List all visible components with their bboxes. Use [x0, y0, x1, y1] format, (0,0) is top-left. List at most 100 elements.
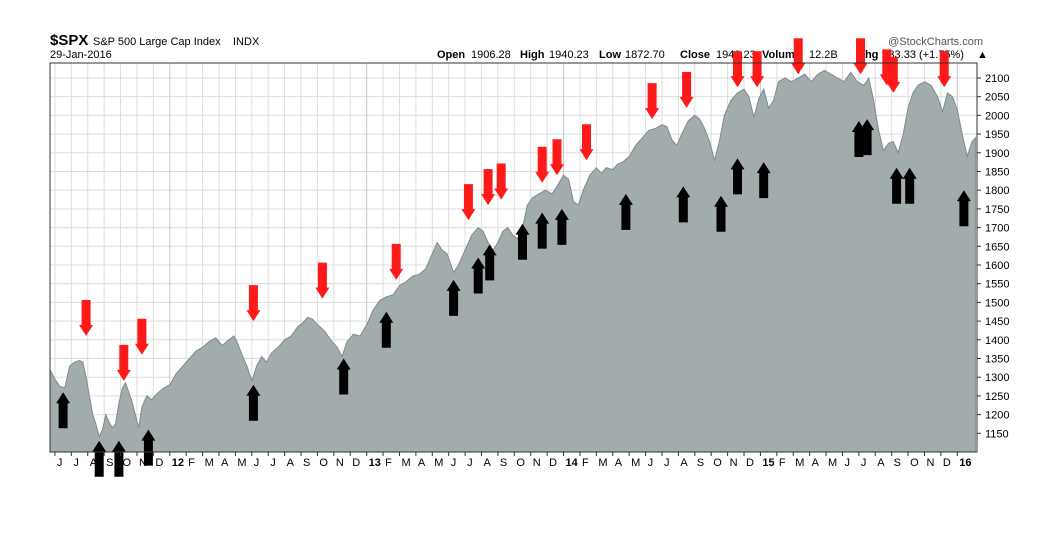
black-up-arrow	[554, 208, 569, 245]
x-tick-label-month: F	[385, 457, 392, 469]
x-tick-label-month: O	[319, 457, 328, 469]
x-tick-label-month: N	[533, 457, 541, 469]
y-tick-label: 1550	[985, 279, 1009, 291]
y-tick-label: 1900	[985, 148, 1009, 160]
x-tick-label-month: O	[910, 457, 919, 469]
red-down-arrow	[134, 318, 149, 355]
red-down-arrow	[389, 243, 404, 280]
black-up-arrow	[446, 279, 461, 316]
x-tick-label-month: M	[598, 457, 607, 469]
y-tick-label: 1400	[985, 335, 1009, 347]
red-down-arrow	[645, 83, 660, 120]
black-up-arrow	[379, 311, 394, 348]
stat-close-label: Close	[680, 49, 710, 61]
red-down-arrow	[315, 262, 330, 299]
x-tick-label-month: F	[779, 457, 786, 469]
y-tick-label: 1300	[985, 372, 1009, 384]
y-tick-label: 1250	[985, 391, 1009, 403]
x-tick-label-month: N	[139, 457, 147, 469]
spx-price-area	[49, 69, 976, 453]
x-tick-label-year: 13	[369, 457, 381, 469]
red-down-arrow	[886, 56, 901, 93]
stat-volume-value: 12.2B	[809, 49, 838, 61]
red-down-arrow	[79, 300, 94, 336]
black-up-arrow	[889, 167, 904, 204]
ohlc-stats: Open 1906.28 High 1940.23 Low 1872.70 Cl…	[437, 49, 988, 61]
y-tick-label: 2000	[985, 110, 1009, 122]
x-tick-label-month: S	[697, 457, 704, 469]
x-tick-label-month: D	[155, 457, 163, 469]
black-up-arrow	[618, 193, 633, 230]
red-down-arrow	[116, 344, 131, 381]
x-tick-label-month: S	[500, 457, 507, 469]
red-down-arrow	[579, 124, 594, 161]
x-tick-label-month: M	[401, 457, 410, 469]
red-down-arrow	[481, 169, 496, 206]
x-tick-label-month: S	[303, 457, 310, 469]
stat-high-label: High	[520, 49, 545, 61]
red-down-arrow	[791, 38, 806, 75]
black-up-arrow	[756, 162, 771, 199]
y-tick-label: 1850	[985, 166, 1009, 178]
black-up-arrow	[860, 119, 875, 156]
x-tick-label-month: S	[894, 457, 901, 469]
x-tick-label-year: 15	[762, 457, 774, 469]
black-up-arrow	[336, 358, 351, 395]
stat-chg-up-marker: ▲	[977, 49, 988, 61]
red-down-arrow	[937, 51, 952, 88]
x-tick-label-month: F	[582, 457, 589, 469]
x-tick-label-month: O	[516, 457, 525, 469]
x-tick-label-month: A	[615, 457, 623, 469]
stat-open-value: 1906.28	[471, 49, 511, 61]
stat-volume-label: Volume	[762, 49, 801, 61]
x-tick-label-month: J	[57, 457, 63, 469]
annotation-arrows	[56, 38, 971, 477]
x-tick-label-month: A	[812, 457, 820, 469]
black-up-arrow	[714, 195, 728, 232]
black-up-arrow	[92, 440, 107, 477]
red-down-arrow	[679, 71, 694, 108]
x-tick-label-month: J	[648, 457, 654, 469]
black-up-arrow	[56, 392, 71, 429]
red-down-arrow	[535, 146, 550, 183]
black-up-arrow	[730, 158, 745, 195]
x-tick-label-month: N	[730, 457, 738, 469]
y-tick-label: 2100	[985, 73, 1009, 85]
x-tick-label-month: J	[451, 457, 457, 469]
x-tick-label-month: M	[631, 457, 640, 469]
x-tick-label-month: J	[270, 457, 276, 469]
y-tick-label: 1800	[985, 185, 1009, 197]
x-tick-label-month: O	[123, 457, 132, 469]
y-tick-label: 1750	[985, 204, 1009, 216]
x-tick-label-month: A	[287, 457, 295, 469]
x-tick-label-month: J	[254, 457, 259, 469]
red-down-arrow	[461, 184, 476, 221]
x-tick-label-month: J	[467, 457, 473, 469]
x-tick-label-month: J	[73, 457, 79, 469]
x-tick-label-month: A	[680, 457, 688, 469]
red-down-arrow	[750, 51, 765, 88]
stat-low-value: 1872.70	[625, 49, 665, 61]
chart-date: 29-Jan-2016	[50, 49, 112, 61]
y-tick-label: 1600	[985, 260, 1009, 272]
x-tick-label-year: 12	[172, 457, 184, 469]
y-tick-label: 1700	[985, 223, 1009, 235]
black-up-arrow	[246, 384, 261, 421]
x-tick-label-month: D	[746, 457, 754, 469]
y-tick-label: 1450	[985, 316, 1009, 328]
x-tick-label-month: A	[221, 457, 229, 469]
y-tick-label: 1350	[985, 353, 1009, 365]
chart-symbol: $SPX	[50, 32, 88, 49]
x-tick-label-month: D	[943, 457, 951, 469]
x-tick-label-year: 14	[566, 457, 579, 469]
x-tick-label-month: M	[828, 457, 837, 469]
black-up-arrow	[482, 244, 497, 281]
stockcharts-watermark: @StockCharts.com	[888, 36, 983, 48]
black-up-arrow	[141, 429, 156, 466]
x-tick-label-month: N	[926, 457, 934, 469]
x-tick-label-month: M	[434, 457, 443, 469]
y-tick-label: 1950	[985, 129, 1009, 141]
x-tick-label-month: A	[877, 457, 885, 469]
y-tick-label: 1150	[985, 428, 1009, 440]
